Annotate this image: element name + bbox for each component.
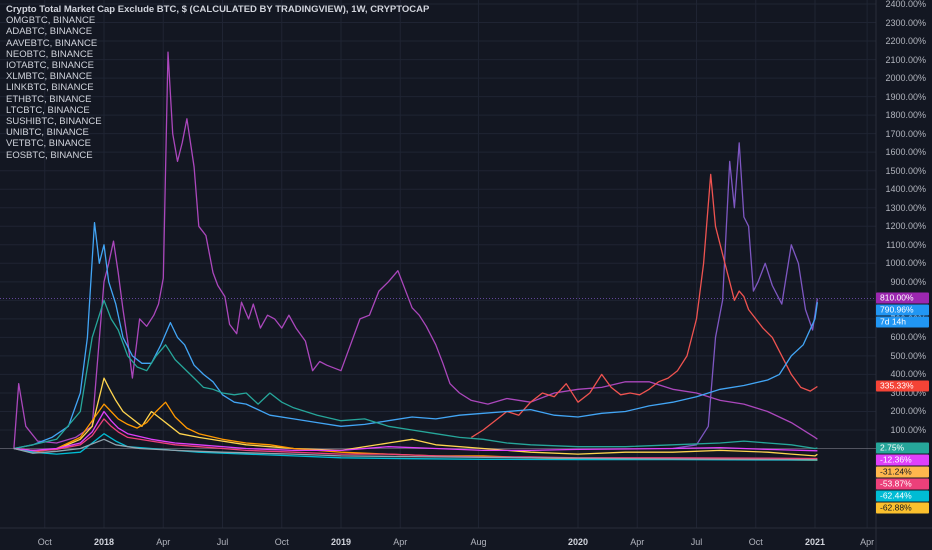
x-tick-label: Apr — [156, 537, 171, 547]
value-badge: 335.33% — [876, 380, 929, 392]
grid — [0, 0, 876, 528]
x-tick-label: Apr — [860, 537, 875, 547]
x-tick-label: 2021 — [804, 537, 826, 547]
value-badge: -62.88% — [876, 502, 929, 514]
x-tick-label: Jul — [690, 537, 703, 547]
value-badge: 790.96% — [876, 304, 929, 316]
legend-symbol[interactable]: XLMBTC, BINANCE — [6, 71, 93, 83]
legend-symbol[interactable]: AAVEBTC, BINANCE — [6, 37, 98, 49]
chart-title: Crypto Total Market Cap Exclude BTC, $ (… — [6, 4, 430, 15]
legend-symbol[interactable]: VETBTC, BINANCE — [6, 138, 91, 150]
x-tick-label: 2018 — [93, 537, 115, 547]
y-tick-label: 1400.00% — [885, 184, 926, 195]
y-tick-label: 2200.00% — [885, 36, 926, 47]
y-tick-label: 1000.00% — [885, 258, 926, 269]
y-tick-label: 100.00% — [890, 425, 926, 435]
series-line-11 — [13, 438, 818, 461]
legend-symbol[interactable]: ETHBTC, BINANCE — [6, 93, 92, 105]
x-tick-label: Oct — [37, 537, 52, 547]
y-tick-label: 600.00% — [890, 332, 926, 343]
legend-symbol[interactable]: UNIBTC, BINANCE — [6, 127, 89, 139]
x-tick-label: Oct — [748, 537, 763, 547]
y-tick-label: 1900.00% — [885, 91, 926, 102]
value-badge: 810.00% — [876, 292, 929, 304]
series-group — [13, 51, 819, 461]
y-tick-label: 400.00% — [890, 369, 926, 380]
y-tick-label: 900.00% — [890, 276, 926, 287]
y-tick-label: 2100.00% — [885, 54, 926, 65]
value-badge: -31.24% — [876, 466, 929, 478]
value-badge: 7d 14h — [876, 316, 929, 328]
series-line-4 — [13, 221, 819, 450]
series-line-8 — [13, 418, 818, 460]
x-tick-label: 2020 — [567, 537, 589, 547]
y-tick-label: 500.00% — [890, 350, 926, 361]
y-tick-label: 1100.00% — [886, 239, 926, 250]
series-line-6 — [13, 377, 818, 457]
x-tick-label: Aug — [470, 537, 487, 547]
x-tick-label: Oct — [274, 537, 289, 547]
value-badge: -12.36% — [876, 454, 929, 466]
value-badge: -62.44% — [876, 490, 929, 502]
y-tick-label: 1200.00% — [885, 221, 926, 232]
y-tick-label: 2000.00% — [885, 73, 926, 84]
legend-symbol[interactable]: LINKBTC, BINANCE — [6, 82, 94, 94]
legend-symbol[interactable]: NEOBTC, BINANCE — [6, 48, 94, 60]
y-tick-label: 1300.00% — [885, 202, 926, 213]
y-tick-label: 2300.00% — [885, 17, 926, 28]
legend-symbol[interactable]: SUSHIBTC, BINANCE — [6, 116, 102, 128]
series-line-3 — [470, 173, 818, 438]
series-line-10 — [13, 410, 818, 452]
legend: Crypto Total Market Cap Exclude BTC, $ (… — [6, 4, 429, 161]
y-tick-label: 1500.00% — [885, 165, 926, 176]
legend-symbol[interactable]: EOSBTC, BINANCE — [6, 149, 93, 161]
y-tick-label: 1600.00% — [885, 147, 926, 158]
y-tick-label: 2400.00% — [885, 0, 926, 9]
value-badge: -53.87% — [876, 478, 929, 490]
series-line-2 — [672, 142, 819, 450]
x-tick-label: Apr — [630, 537, 645, 547]
value-badge: 2.75% — [876, 442, 929, 454]
legend-symbol-list: OMGBTC, BINANCE ADABTC, BINANCE AAVEBTC, B… — [6, 15, 429, 161]
x-tick-label: Jul — [216, 537, 229, 547]
series-line-1 — [13, 51, 818, 449]
x-tick-label: Apr — [393, 537, 408, 547]
legend-symbol[interactable]: IOTABTC, BINANCE — [6, 60, 94, 72]
legend-symbol[interactable]: OMGBTC, BINANCE — [6, 15, 96, 27]
legend-symbol[interactable]: LTCBTC, BINANCE — [6, 104, 90, 116]
y-tick-label: 1700.00% — [885, 128, 926, 139]
y-tick-label: 1800.00% — [885, 110, 926, 121]
series-line-5 — [13, 299, 818, 450]
y-tick-label: 300.00% — [890, 387, 926, 398]
x-tick-label: 2019 — [330, 537, 352, 547]
legend-symbol[interactable]: ADABTC, BINANCE — [6, 26, 93, 38]
y-tick-label: 200.00% — [890, 406, 926, 417]
